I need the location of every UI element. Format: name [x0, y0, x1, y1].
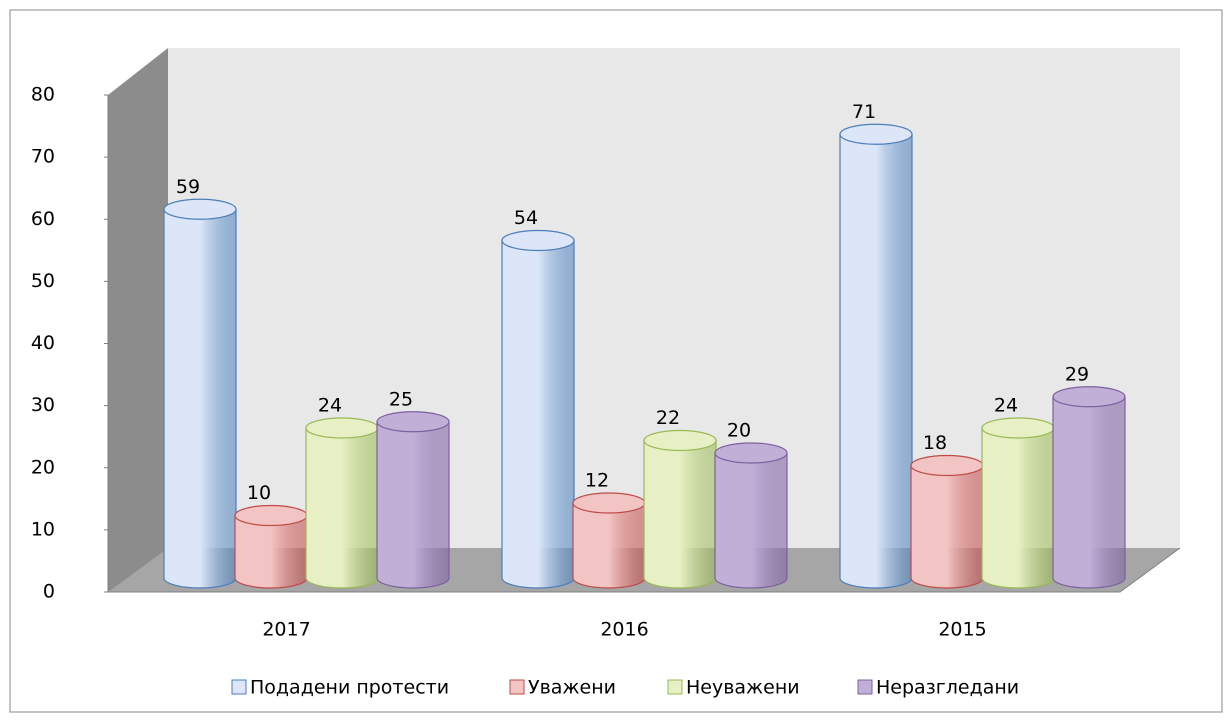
cylinder [981, 417, 1055, 589]
legend-swatch [509, 679, 525, 695]
cylinder-body [714, 452, 788, 589]
x-tick-label: 2017 [262, 619, 310, 641]
cylinder-body [572, 502, 646, 589]
cylinder-top [501, 229, 575, 252]
legend-label: Неуважени [686, 677, 800, 699]
cylinder-body [376, 421, 450, 589]
cylinder [376, 411, 450, 589]
cylinder-body [910, 464, 984, 589]
cylinder [910, 454, 984, 589]
data-label: 12 [585, 470, 609, 492]
data-label: 20 [727, 420, 751, 442]
cylinder-top [839, 123, 913, 145]
y-tick-label: 60 [31, 208, 55, 230]
data-label: 10 [247, 482, 271, 504]
legend-swatch [667, 679, 683, 695]
legend-label: Неразгледани [876, 677, 1019, 699]
y-tick-label: 50 [31, 270, 55, 292]
data-label: 22 [656, 407, 680, 429]
data-label: 18 [923, 432, 947, 454]
data-label: 54 [514, 207, 538, 229]
cylinder-top [376, 411, 450, 433]
legend-swatch [857, 679, 873, 695]
cylinder-body [981, 427, 1055, 589]
cylinder [714, 442, 788, 589]
cylinder [501, 229, 575, 589]
y-tick-label: 80 [31, 84, 55, 106]
cylinder-body [501, 239, 575, 589]
legend-swatch [231, 679, 247, 695]
cylinder-body [305, 427, 379, 589]
cylinder [839, 123, 913, 589]
data-label: 59 [176, 176, 200, 198]
x-tick-label: 2015 [938, 619, 986, 641]
x-tick-label: 2016 [600, 619, 648, 641]
cylinder-top [305, 417, 379, 439]
y-tick-label: 0 [43, 581, 55, 603]
data-label: 71 [852, 101, 876, 123]
y-tick-label: 30 [31, 394, 55, 416]
cylinder [163, 198, 237, 589]
side-wall [108, 48, 168, 592]
cylinder-body [1052, 396, 1126, 589]
y-tick-label: 40 [31, 332, 55, 354]
cylinder-top [643, 429, 717, 452]
cylinder-body [234, 514, 308, 589]
cylinder-top [1052, 386, 1126, 408]
cylinder-top [572, 492, 646, 514]
data-label: 29 [1065, 363, 1089, 385]
cylinder [234, 504, 308, 589]
y-tick-label: 20 [31, 456, 55, 478]
cylinder-top [163, 198, 237, 220]
cylinder-top [981, 417, 1055, 439]
y-tick-label: 70 [31, 146, 55, 168]
cylinder-top [714, 442, 788, 464]
data-label: 25 [389, 388, 413, 410]
cylinder-body [643, 439, 717, 589]
cylinder [1052, 386, 1126, 589]
cylinder-top [910, 454, 984, 477]
legend-label: Уважени [528, 677, 616, 699]
data-label: 24 [994, 395, 1018, 417]
cylinder-body [163, 208, 237, 589]
cylinder-body [839, 133, 913, 589]
y-tick-label: 10 [31, 518, 55, 540]
data-label: 24 [318, 395, 342, 417]
cylinder [572, 492, 646, 589]
cylinder [305, 417, 379, 589]
cylinder-top [234, 504, 308, 527]
cylinder [643, 429, 717, 589]
legend-label: Подадени протести [250, 677, 449, 699]
